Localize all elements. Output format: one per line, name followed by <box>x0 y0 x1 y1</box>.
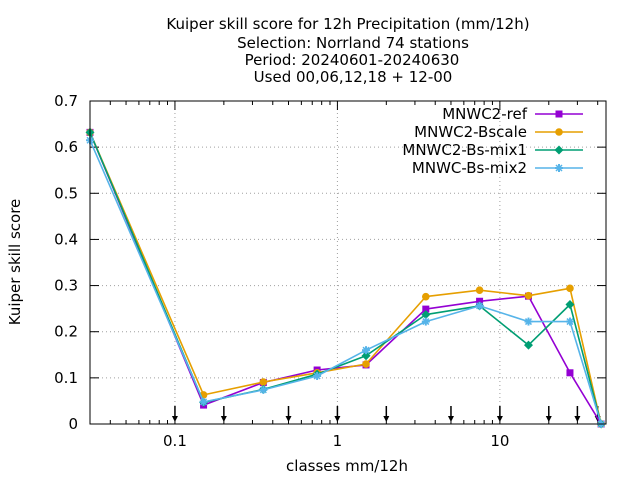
data-point <box>566 284 574 293</box>
series-line <box>89 132 602 425</box>
legend-label: MNWC2-Bscale <box>414 123 527 141</box>
data-point <box>421 317 430 326</box>
legend-item: MNWC2-Bs-mix1 <box>402 141 583 159</box>
marker-stroke <box>524 318 533 326</box>
legend-item: MNWC2-ref <box>442 105 583 123</box>
legend-marker <box>555 128 563 136</box>
data-point <box>313 372 322 381</box>
series-mnwc2-bs-mix1 <box>85 127 606 429</box>
marker-stroke <box>313 372 321 380</box>
title-line-3: Period: 20240601-20240630 <box>245 51 460 69</box>
legend-marker <box>555 110 563 118</box>
legend-marker <box>555 164 563 172</box>
data-point <box>422 292 430 301</box>
threshold-arrow <box>334 406 341 422</box>
y-tick-labels: 0 0.1 0.2 0.3 0.4 0.5 0.6 0.7 <box>54 92 78 433</box>
marker-stroke <box>200 398 208 406</box>
threshold-arrow-head <box>334 416 341 422</box>
data-point <box>421 310 431 320</box>
x-axis-label: classes mm/12h <box>286 457 408 475</box>
marker-stroke <box>362 346 370 354</box>
data-point <box>476 297 484 305</box>
y-tick-label: 0.2 <box>54 323 78 341</box>
threshold-arrow <box>285 406 292 422</box>
data-series <box>85 127 606 429</box>
x-tick-label: 0.1 <box>163 432 187 450</box>
threshold-arrow <box>220 406 227 422</box>
data-point <box>565 317 574 326</box>
y-tick-label: 0.1 <box>54 369 78 387</box>
grid-lines <box>90 101 606 424</box>
threshold-arrow-head <box>383 416 390 422</box>
threshold-arrow-head <box>447 416 454 422</box>
threshold-arrow <box>383 406 390 422</box>
y-tick-label: 0 <box>68 415 78 433</box>
data-point <box>259 378 268 386</box>
marker-stroke <box>422 318 430 326</box>
marker-stroke <box>259 386 267 394</box>
marker-stroke <box>555 164 563 172</box>
threshold-arrow <box>545 406 552 422</box>
data-point <box>524 291 533 300</box>
title-line-1: Kuiper skill score for 12h Precipitation… <box>166 15 529 33</box>
legend-label: MNWC-Bs-mix2 <box>412 159 527 177</box>
chart-title: Kuiper skill score for 12h Precipitation… <box>166 15 529 86</box>
data-point <box>523 340 533 350</box>
axis-ticks <box>90 100 606 425</box>
data-point <box>362 346 371 355</box>
data-point <box>524 317 533 326</box>
y-tick-label: 0.7 <box>54 92 78 110</box>
y-tick-label: 0.3 <box>54 277 78 295</box>
data-point <box>422 305 430 313</box>
x-tick-label: 1 <box>333 432 343 450</box>
marker-stroke <box>476 302 484 310</box>
data-point <box>362 360 370 368</box>
threshold-arrows <box>171 406 601 422</box>
series-mnwc2-bscale <box>86 128 605 428</box>
x-tick-labels: 0.1 1 10 <box>163 432 509 450</box>
threshold-arrow-head <box>545 416 552 422</box>
title-line-2: Selection: Norrland 74 stations <box>237 34 469 52</box>
legend-item: MNWC2-Bscale <box>414 123 583 141</box>
data-point <box>566 369 574 377</box>
data-point <box>475 301 484 310</box>
marker-stroke <box>566 318 574 326</box>
series-mnwc-bs-mix2 <box>86 136 606 428</box>
threshold-arrow <box>496 406 503 422</box>
threshold-arrow-head <box>220 416 227 422</box>
legend-marker <box>554 145 564 155</box>
legend-label: MNWC2-Bs-mix1 <box>402 141 527 159</box>
y-tick-label: 0.4 <box>54 230 78 248</box>
legend: MNWC2-refMNWC2-BscaleMNWC2-Bs-mix1MNWC-B… <box>402 105 583 177</box>
legend-label: MNWC2-ref <box>442 105 527 123</box>
threshold-arrow-head <box>285 416 292 422</box>
data-point <box>199 397 208 406</box>
plot-frame <box>89 100 607 425</box>
threshold-arrow-head <box>574 416 581 422</box>
y-tick-label: 0.5 <box>54 184 78 202</box>
threshold-arrow-head <box>496 416 503 422</box>
threshold-arrow <box>171 406 178 422</box>
data-point <box>259 385 268 394</box>
y-tick-label: 0.6 <box>54 138 78 156</box>
series-line <box>89 132 602 425</box>
threshold-arrow <box>574 406 581 422</box>
title-line-4: Used 00,06,12,18 + 12-00 <box>254 68 453 86</box>
y-axis-label: Kuiper skill score <box>6 199 24 326</box>
threshold-arrow <box>447 406 454 422</box>
threshold-arrow-head <box>171 416 178 422</box>
data-point <box>475 286 484 294</box>
x-tick-label: 10 <box>490 432 509 450</box>
data-point <box>565 299 575 309</box>
series-line <box>89 139 602 425</box>
legend-item: MNWC-Bs-mix2 <box>412 159 583 177</box>
